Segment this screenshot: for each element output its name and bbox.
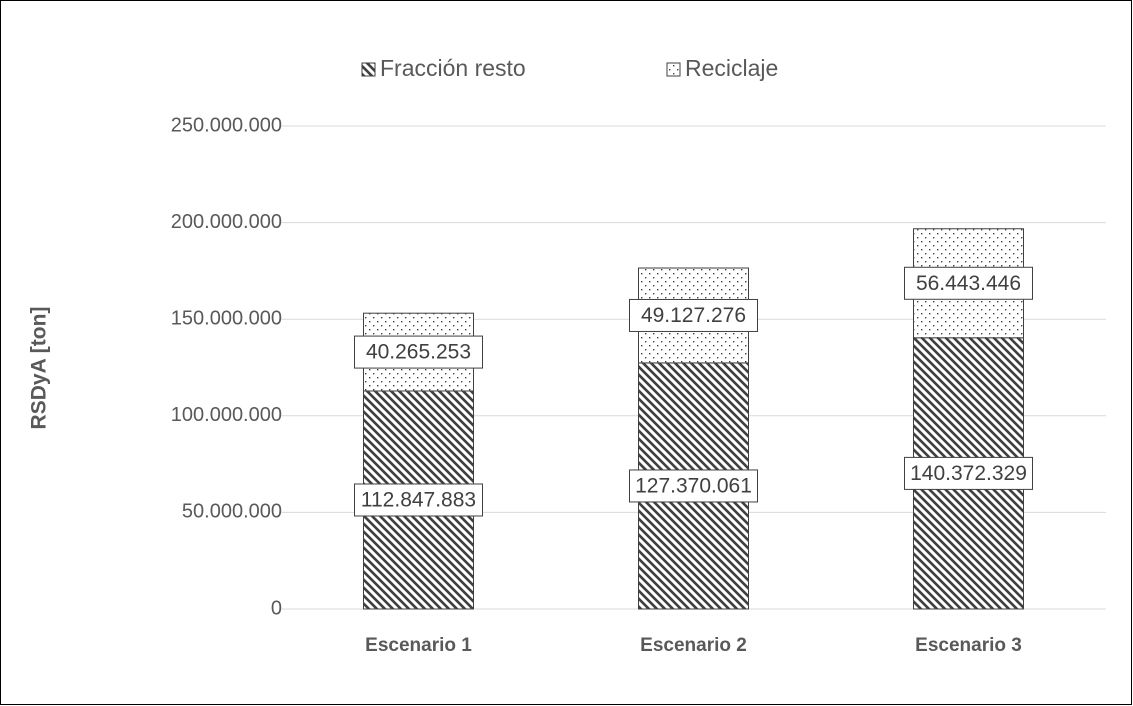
y-tick-label: 200.000.000 xyxy=(171,211,282,233)
data-label: 40.265.253 xyxy=(366,341,471,364)
x-tick-label: Escenario 3 xyxy=(915,635,1022,656)
data-label: 56.443.446 xyxy=(916,272,1021,295)
legend-swatch xyxy=(666,62,681,77)
data-label: 127.370.061 xyxy=(635,475,752,498)
label-box xyxy=(354,483,483,517)
label-box xyxy=(904,456,1033,490)
data-label: 49.127.276 xyxy=(641,304,746,327)
label-box xyxy=(904,266,1033,300)
x-tick-label: Escenario 2 xyxy=(640,635,747,656)
x-tick-label: Escenario 1 xyxy=(365,635,472,656)
legend-swatch xyxy=(361,62,376,77)
y-tick-label: 250.000.000 xyxy=(171,114,282,136)
legend-label: Reciclaje xyxy=(685,55,778,81)
y-tick-label: 150.000.000 xyxy=(171,307,282,329)
y-axis-label: RSDyA [ton] xyxy=(28,307,51,430)
y-tick-label: 50.000.000 xyxy=(182,501,282,523)
y-tick-label: 0 xyxy=(271,597,282,619)
label-box xyxy=(354,335,483,369)
label-box xyxy=(629,469,758,503)
data-label: 140.372.329 xyxy=(910,462,1027,485)
y-tick-label: 100.000.000 xyxy=(171,404,282,426)
data-label: 112.847.883 xyxy=(361,489,476,512)
label-box xyxy=(629,298,758,332)
legend-label: Fracción resto xyxy=(380,55,526,81)
